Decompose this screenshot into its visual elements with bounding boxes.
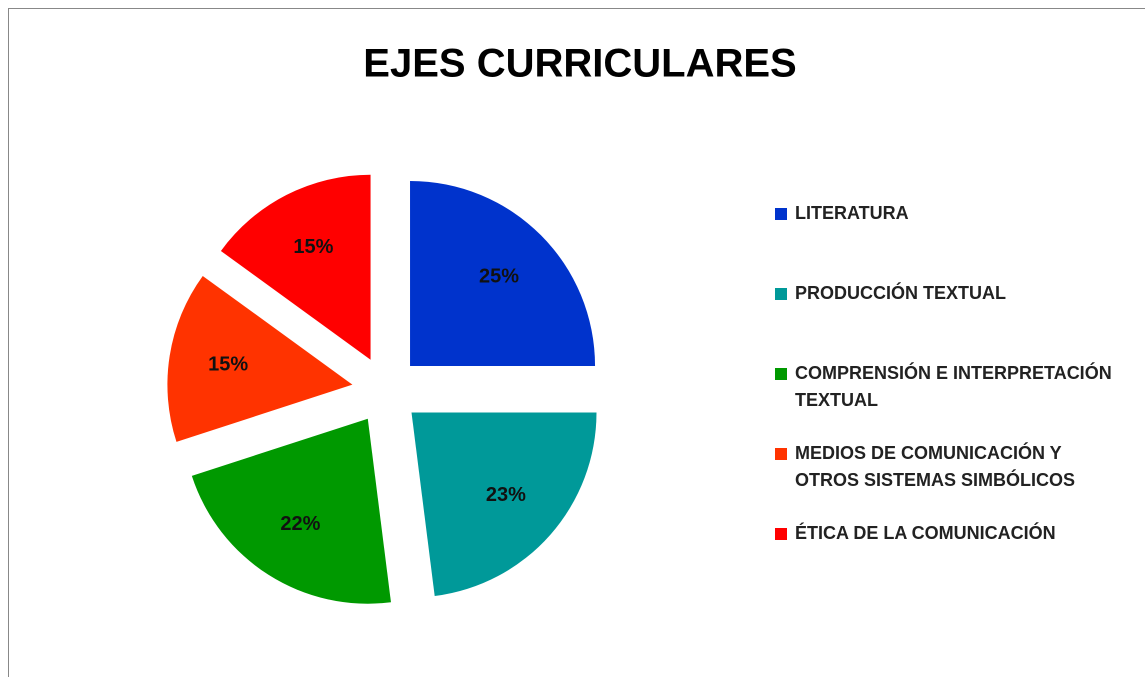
legend-item: COMPRENSIÓN E INTERPRETACIÓN TEXTUAL — [775, 360, 1125, 440]
legend-label: MEDIOS DE COMUNICACIÓN Y OTROS SISTEMAS … — [795, 443, 1076, 490]
legend-label: PRODUCCIÓN TEXTUAL — [795, 283, 1006, 303]
chart-title: EJES CURRICULARES — [363, 42, 796, 86]
data-label: 15% — [293, 236, 333, 258]
pie-slice — [411, 412, 597, 597]
pie-slice — [167, 275, 353, 442]
legend-label: ÉTICA DE LA COMUNICACIÓN — [795, 523, 1056, 543]
pie-slice — [410, 180, 596, 366]
legend-swatch — [775, 528, 787, 540]
pie-slice — [191, 418, 391, 604]
pie-slice — [220, 174, 371, 360]
legend-swatch — [775, 448, 787, 460]
data-label: 23% — [486, 484, 526, 506]
legend-swatch — [775, 368, 787, 380]
legend: LITERATURA PRODUCCIÓN TEXTUAL COMPRENSIÓN … — [775, 200, 1125, 600]
data-label: 25% — [479, 265, 519, 287]
data-label: 22% — [280, 513, 320, 535]
legend-item: LITERATURA — [775, 200, 1125, 280]
legend-item: ÉTICA DE LA COMUNICACIÓN — [775, 520, 1125, 600]
legend-swatch — [775, 208, 787, 220]
legend-item: PRODUCCIÓN TEXTUAL — [775, 280, 1125, 360]
legend-label: COMPRENSIÓN E INTERPRETACIÓN TEXTUAL — [795, 363, 1112, 410]
legend-label: LITERATURA — [795, 203, 909, 223]
legend-swatch — [775, 288, 787, 300]
legend-item: MEDIOS DE COMUNICACIÓN Y OTROS SISTEMAS … — [775, 440, 1125, 520]
data-label: 15% — [208, 353, 248, 375]
